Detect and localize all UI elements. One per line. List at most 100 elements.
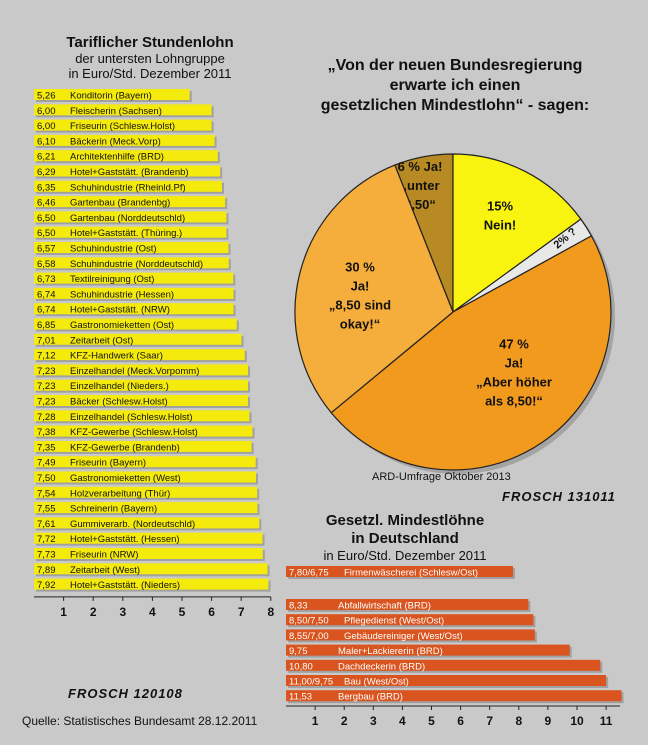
pie-slice-label: „Aber höher [476, 375, 552, 390]
left-bar [34, 272, 234, 284]
left-axis-tick-label: 6 [208, 605, 215, 619]
left-bar [34, 532, 263, 544]
left-bar [34, 456, 256, 468]
left-bar-label: Gartenbau (Brandenbg) [70, 198, 170, 209]
left-bar-value: 7,23 [37, 366, 56, 377]
left-axis-tick-label: 5 [179, 605, 186, 619]
left-bar [34, 578, 269, 590]
left-bar-value: 7,23 [37, 381, 56, 392]
right-bar-label: Gebäudereiniger (West/Ost) [344, 631, 463, 642]
left-bar-value: 6,10 [37, 136, 56, 147]
right-axis-tick-label: 1 [312, 714, 319, 728]
right-bar-value: 11,00/9,75 [289, 677, 333, 688]
survey-note: ARD-Umfrage Oktober 2013 [372, 471, 511, 483]
left-bar-value: 7,72 [37, 534, 56, 545]
right-bar [286, 675, 607, 686]
pie-slice [330, 235, 612, 471]
right-bar [286, 690, 622, 702]
left-bar-value: 7,61 [37, 519, 56, 530]
right-bar-label: Dachdeckerin (BRD) [338, 661, 425, 672]
left-bar-value: 6,85 [37, 320, 56, 331]
left-bar-label: Schuhindustrie (Rheinld.Pf) [70, 182, 186, 193]
left-bar [34, 410, 250, 422]
left-axis-tick-label: 3 [119, 605, 126, 619]
left-bar [34, 548, 263, 559]
artist-signature-bottom: FROSCH 120108 [68, 686, 183, 701]
left-bar [34, 180, 222, 192]
left-bar [34, 395, 249, 406]
pie-slice-label: „8,50 sind [329, 298, 391, 313]
left-bar-label: Hotel+Gaststätt. (Hessen) [70, 534, 180, 545]
left-bar-value: 6,50 [37, 213, 56, 224]
left-bar [34, 486, 258, 498]
left-bar [34, 333, 242, 345]
left-bar [34, 257, 229, 269]
right-axis-tick-label: 2 [341, 714, 348, 728]
right-axis-tick-label: 6 [457, 714, 464, 728]
pie-slice-label: „unter [401, 178, 440, 193]
pie-slice [452, 153, 582, 314]
right-bar-value: 10,80 [289, 661, 313, 672]
right-axis-tick-label: 7 [486, 714, 493, 728]
left-bar [34, 165, 221, 177]
left-bar-value: 7,89 [37, 565, 56, 576]
left-bar-value: 6,46 [37, 198, 56, 209]
right-bar-label: Maler+Lackiererin (BRD) [338, 646, 443, 657]
left-bar [34, 364, 249, 376]
left-bar [34, 471, 256, 483]
left-bar-value: 6,57 [37, 244, 56, 255]
left-bar [34, 226, 227, 238]
left-bar-label: Hotel+Gaststätt. (Nieders) [70, 580, 180, 591]
right-bar-value: 8,33 [289, 601, 308, 612]
right-bar-label: Bergbau (BRD) [338, 692, 403, 703]
left-bar-label: Schuhindustrie (Norddeutschld) [70, 259, 203, 270]
left-bar-label: Schuhindustrie (Hessen) [70, 289, 174, 300]
right-axis-tick-label: 5 [428, 714, 435, 728]
left-bar-label: Bäckerin (Meck.Vorp) [70, 136, 161, 147]
left-bar-value: 7,38 [37, 427, 56, 438]
left-bar-label: Friseurin (NRW) [70, 550, 138, 561]
right-bar [286, 614, 534, 626]
left-bar-value: 7,55 [37, 504, 56, 515]
pie-slice-label: 15% [487, 199, 513, 214]
left-bar [34, 502, 258, 514]
left-bar-label: Gastronomieketten (West) [70, 473, 181, 484]
left-axis-tick-label: 7 [238, 605, 245, 619]
left-bar-value: 7,01 [37, 335, 56, 346]
left-bar [34, 440, 252, 452]
left-bar [34, 196, 226, 208]
left-bar-value: 6,58 [37, 259, 56, 270]
left-bar [34, 150, 218, 162]
left-bar-label: Gummiverarb. (Nordeutschld) [70, 519, 195, 530]
left-bar [34, 211, 227, 223]
left-bar-label: Zeitarbeit (West) [70, 565, 140, 576]
left-bar [34, 379, 249, 391]
left-bar-label: Friseurin (Bayern) [70, 458, 146, 469]
left-bar [34, 104, 212, 116]
left-bar-label: Zeitarbeit (Ost) [70, 335, 133, 346]
left-bar-value: 7,54 [37, 488, 56, 499]
left-bar [34, 287, 234, 299]
left-bar-label: Einzelhandel (Schlesw.Holst) [70, 412, 193, 423]
pie-slice-label: okay!“ [340, 317, 380, 332]
left-bar-label: Textilreinigung (Ost) [70, 274, 154, 285]
pie-slice-label: Ja! [505, 356, 524, 371]
left-bar-value: 7,12 [37, 351, 56, 362]
left-bar-value: 6,74 [37, 289, 56, 300]
pie-slice-label: 30 % [345, 260, 375, 275]
left-bar-label: Einzelhandel (Meck.Vorpomm) [70, 366, 199, 377]
left-bar-value: 7,28 [37, 412, 56, 423]
pie-title-line-1: „Von der neuen Bundesregierung [327, 57, 583, 74]
artist-signature-top: FROSCH 131011 [502, 489, 616, 504]
left-bar-label: Bäcker (Schlesw.Holst) [70, 397, 168, 408]
left-bar-value: 7,50 [37, 473, 56, 484]
pie-slice [294, 164, 454, 414]
left-axis-tick-label: 4 [149, 605, 156, 619]
left-bar [34, 242, 229, 253]
left-axis-tick-label: 1 [60, 605, 67, 619]
right-bar-label: Abfallwirtschaft (BRD) [338, 601, 431, 612]
right-chart-subtitle: in Euro/Std. Dezember 2011 [323, 548, 487, 563]
right-chart-title: Gesetzl. Mindestlöhne [325, 512, 485, 529]
pie-title-line-3: gesetzlichen Mindestlohn“ - sagen: [320, 97, 590, 114]
